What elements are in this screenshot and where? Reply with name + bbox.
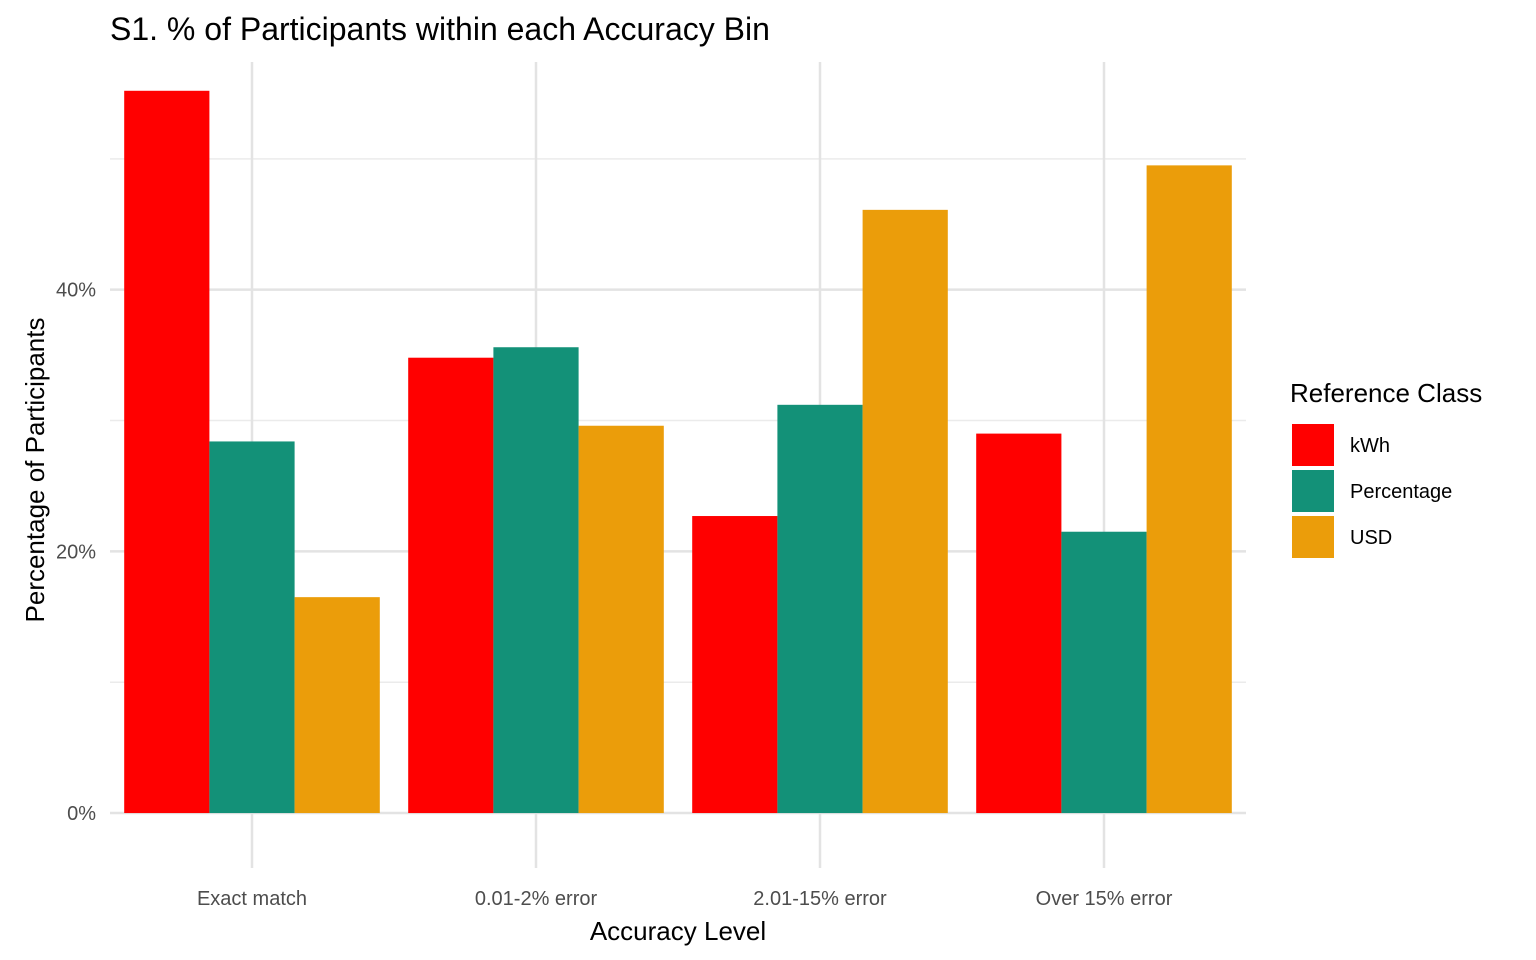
x-tick-label: Exact match [197, 888, 307, 910]
bar-percentage-2 [493, 347, 579, 814]
x-tick-label: 0.01-2% error [475, 888, 598, 910]
legend-label-kwh: kWh [1350, 435, 1390, 457]
bar-usd-4 [1146, 165, 1232, 814]
bar-usd-1 [294, 597, 380, 814]
chart-title: S1. % of Participants within each Accura… [110, 11, 770, 47]
bar-percentage-3 [777, 404, 863, 814]
legend: Reference Class kWh Percentage USD [1290, 378, 1482, 558]
legend-title: Reference Class [1290, 378, 1482, 408]
x-axis-title: Accuracy Level [590, 916, 766, 946]
legend-items: kWh Percentage USD [1292, 424, 1452, 558]
bar-usd-2 [578, 425, 664, 814]
bar-percentage-4 [1061, 531, 1147, 814]
x-tick-label: Over 15% error [1036, 888, 1173, 910]
x-tick-label: 2.01-15% error [753, 888, 887, 910]
bar-kwh-2 [408, 357, 494, 814]
bars [124, 90, 1232, 814]
bar-kwh-4 [976, 433, 1062, 814]
y-tick-label: 20% [56, 541, 96, 563]
legend-label-usd: USD [1350, 527, 1392, 549]
y-axis-title: Percentage of Participants [20, 318, 50, 623]
bar-percentage-1 [209, 441, 295, 814]
y-tick-label: 0% [67, 803, 96, 825]
x-axis-ticks: Exact match 0.01-2% error 2.01-15% error Ov… [197, 888, 1173, 910]
legend-swatch-kwh [1292, 424, 1334, 466]
bar-usd-3 [862, 209, 948, 814]
bar-kwh-1 [124, 90, 210, 814]
legend-label-percentage: Percentage [1350, 481, 1452, 503]
legend-swatch-percentage [1292, 470, 1334, 512]
bar-kwh-3 [692, 516, 778, 814]
y-axis-ticks: 0% 20% 40% [56, 280, 96, 825]
y-tick-label: 40% [56, 280, 96, 302]
legend-swatch-usd [1292, 516, 1334, 558]
